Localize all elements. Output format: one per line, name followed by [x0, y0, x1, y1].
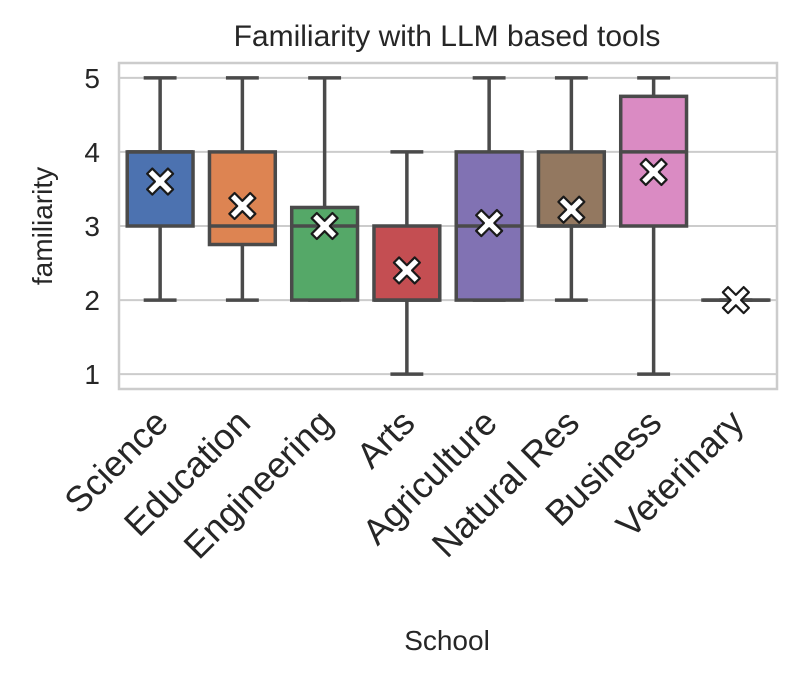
boxes-group — [125, 76, 771, 376]
mean-marker — [475, 208, 504, 238]
box-veterinary — [701, 285, 771, 315]
box-rect — [618, 94, 689, 228]
box-rect — [372, 224, 442, 302]
box-natural-res — [536, 76, 607, 302]
y-tick-label-3: 3 — [84, 211, 100, 242]
box-agriculture — [454, 76, 524, 302]
box-arts — [372, 150, 442, 376]
y-tick-label-5: 5 — [84, 63, 100, 94]
box-education — [207, 76, 278, 302]
y-tick-labels: 1 2 3 4 5 — [84, 63, 100, 390]
x-axis-label: School — [404, 625, 490, 656]
box-science — [125, 76, 195, 302]
plot-frame — [117, 61, 779, 391]
mean-marker — [310, 211, 339, 241]
mean-marker — [228, 191, 257, 221]
chart-title: Familiarity with LLM based tools — [234, 20, 661, 53]
y-tick-label-2: 2 — [84, 285, 100, 316]
mean-marker — [392, 256, 421, 285]
mean-marker — [557, 195, 586, 224]
mean-marker — [721, 285, 750, 315]
box-rect — [125, 150, 195, 228]
y-tick-label-1: 1 — [84, 359, 100, 390]
mean-marker — [146, 167, 175, 196]
box-engineering — [289, 76, 360, 302]
mean-marker — [639, 157, 668, 187]
box-business — [618, 76, 689, 376]
box-rect — [207, 150, 278, 247]
y-tick-label-4: 4 — [84, 137, 100, 168]
y-axis-label: familiarity — [27, 167, 58, 285]
